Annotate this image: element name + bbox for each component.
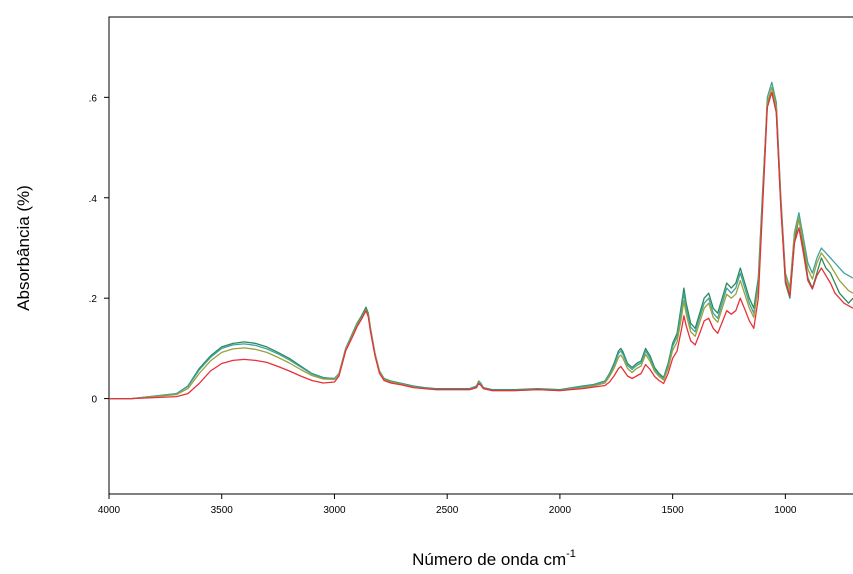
series-line-2 xyxy=(109,81,853,400)
x-tick-label: 2500 xyxy=(436,505,459,516)
series-line-4 xyxy=(109,91,853,400)
x-tick-label: 2000 xyxy=(549,505,572,516)
x-tick-label: 3500 xyxy=(211,505,234,516)
x-axis-title-text: Número de onda cm xyxy=(412,550,566,569)
x-tick-label: 4000 xyxy=(98,505,121,516)
x-tick-label: 1500 xyxy=(662,505,685,516)
y-tick-label: .4 xyxy=(89,194,98,205)
y-tick-label: .6 xyxy=(89,93,98,104)
y-tick-label: .2 xyxy=(89,294,98,305)
x-tick-label: 3000 xyxy=(323,505,346,516)
y-tick-label: 0 xyxy=(91,395,97,406)
plot-area xyxy=(108,16,853,495)
x-tick-label: 1000 xyxy=(774,505,797,516)
series-line-3 xyxy=(109,86,853,400)
y-axis: 0 .2 .4 .6 xyxy=(89,93,109,406)
y-axis-title: Absorbância (%) xyxy=(14,185,33,311)
series-layer xyxy=(109,81,853,400)
x-axis-title-exponent: -1 xyxy=(566,548,576,560)
x-axis: 4000 3500 3000 2500 2000 1500 1000 xyxy=(98,494,797,516)
x-axis-title: Número de onda cm-1 xyxy=(412,548,576,569)
